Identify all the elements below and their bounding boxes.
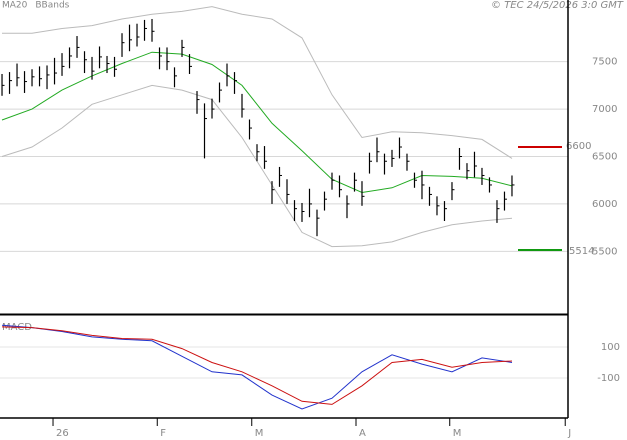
ma20-line xyxy=(1,51,513,194)
y-tick-label: -100 xyxy=(597,373,620,384)
y-tick-label: 100 xyxy=(601,342,620,353)
legend-entry: MA20 xyxy=(2,1,28,11)
x-tick-label: M xyxy=(255,428,264,439)
y-tick-label: 6000 xyxy=(592,199,617,210)
level-label: 5514 xyxy=(569,246,594,257)
x-tick-label: F xyxy=(160,428,166,439)
legend-entry: BBands xyxy=(35,1,69,11)
y-tick-label: 6500 xyxy=(592,152,617,163)
bband-lower xyxy=(1,84,513,248)
macd-line xyxy=(1,326,513,405)
x-tick-label: M xyxy=(453,428,462,439)
macd-line xyxy=(1,324,513,410)
credit: © TEC 24/5/2026 3:0 GMT xyxy=(491,0,624,11)
level-label: 6600 xyxy=(566,141,591,152)
x-tick-label: A xyxy=(359,428,366,439)
y-tick-label: 7000 xyxy=(592,104,617,115)
y-tick-label: 7500 xyxy=(592,57,617,68)
x-tick-label: 26 xyxy=(56,428,69,439)
bband-upper xyxy=(2,6,513,159)
x-tick-label: J xyxy=(567,428,571,439)
y-tick-label: 5500 xyxy=(592,246,617,257)
